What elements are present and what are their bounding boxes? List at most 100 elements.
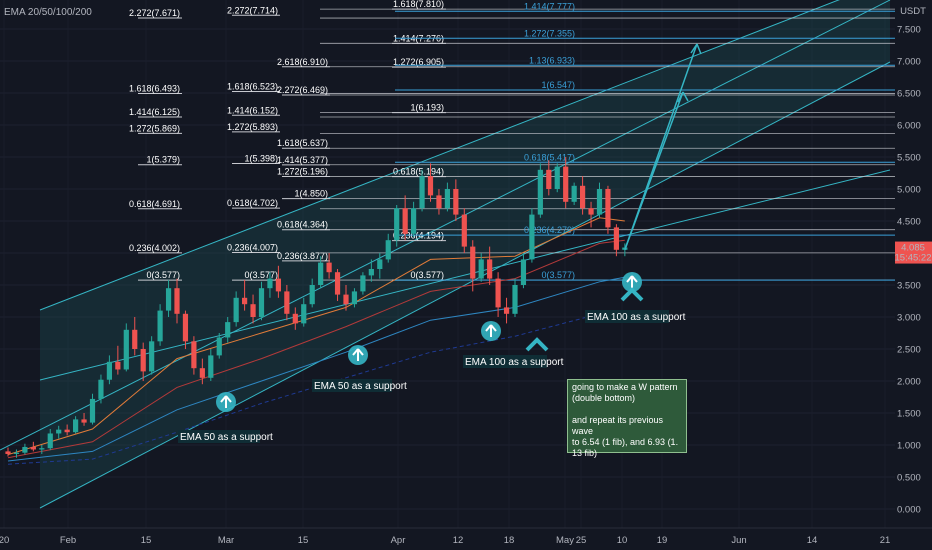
arrow-up-icon xyxy=(352,348,364,361)
x-axis-panel xyxy=(0,528,932,550)
candle-body xyxy=(563,166,569,202)
fib-level-label: 2.618(6.910) xyxy=(277,57,328,67)
fib-level-label: 1.272(6.905) xyxy=(393,57,444,67)
fib-level-label: 0.618(4.364) xyxy=(277,220,328,230)
fib-level-label: 0.236(4.002) xyxy=(129,243,180,253)
x-axis-tick: 15 xyxy=(141,535,152,546)
y-axis-tick: 2.500 xyxy=(897,345,921,356)
support-callout-label: EMA 100 as a support xyxy=(465,357,564,368)
fib-level-label: 1.618(7.810) xyxy=(393,0,444,9)
fib-level-label: 0(3.577) xyxy=(244,270,278,280)
fib-level-label: 1.414(6.125) xyxy=(129,107,180,117)
candle-body xyxy=(588,208,594,215)
fib-level-label: 1(6.193) xyxy=(410,103,444,113)
candle-body xyxy=(5,451,11,454)
candle-body xyxy=(613,227,619,250)
candle-body xyxy=(309,285,315,305)
fib-level-label: 1.618(6.523) xyxy=(227,82,278,92)
x-axis-tick: 10 xyxy=(617,535,628,546)
candle-body xyxy=(512,285,518,314)
x-axis-tick: 12 xyxy=(453,535,464,546)
candle-body xyxy=(98,379,104,399)
arrow-up-icon xyxy=(220,395,232,408)
x-axis-tick: 25 xyxy=(576,535,587,546)
candle-body xyxy=(427,176,434,196)
candle-body xyxy=(554,166,560,189)
y-axis-tick: 5.500 xyxy=(897,153,921,164)
fib-blue-label: 1.272(7.355) xyxy=(524,28,575,38)
projection-arrowhead-2 xyxy=(690,43,702,55)
price-badge-countdown: 15:45:22 xyxy=(895,253,932,264)
channel-fill xyxy=(40,0,890,508)
y-axis-unit: USDT xyxy=(900,6,926,17)
note-line-1: going to make a W pattern xyxy=(572,382,678,392)
channel-mid-line xyxy=(0,0,891,451)
candle-body xyxy=(13,452,20,454)
y-axis-tick: 2.000 xyxy=(897,377,921,388)
indicator-label: EMA 20/50/100/200 xyxy=(4,7,92,18)
fib-level-label: 1.414(6.152) xyxy=(227,105,278,115)
y-axis-tick: 7.000 xyxy=(897,57,921,68)
candle-body xyxy=(487,259,493,279)
candle-body xyxy=(56,429,62,434)
channel-lower-inner-line xyxy=(39,169,891,381)
fib-blue-label: 0.618(5.417) xyxy=(524,152,575,162)
candle-body xyxy=(419,176,425,209)
x-axis-tick: 21 xyxy=(880,535,891,546)
candle-body xyxy=(351,291,358,305)
candle-body xyxy=(377,259,383,269)
candle-body xyxy=(326,262,332,273)
fib-level-label: 0.618(5.194) xyxy=(393,167,444,177)
fib-level-label: 2.272(6.469) xyxy=(277,85,328,95)
support-callout-label: EMA 100 as a support xyxy=(587,312,686,323)
candle-body xyxy=(258,288,265,317)
candle-body xyxy=(571,185,577,202)
projection-arrowhead-1 xyxy=(677,91,689,103)
note-line-4: to 6.54 (1 fib), and 6.93 (1. xyxy=(572,437,679,447)
candle-body xyxy=(216,337,222,356)
y-axis-tick: 5.000 xyxy=(897,185,921,196)
projection-line-2 xyxy=(624,43,698,251)
y-axis-tick: 4.500 xyxy=(897,217,921,228)
fib-level-label: 0.236(3.877) xyxy=(277,251,328,261)
candle-body xyxy=(275,278,281,292)
candle-body xyxy=(284,291,290,314)
candle-body xyxy=(140,349,146,372)
candle-body xyxy=(30,446,36,450)
candle-body xyxy=(385,240,391,260)
note-line-3: and repeat its previous wave xyxy=(572,415,664,436)
candle-body xyxy=(199,368,205,378)
candle-body xyxy=(115,361,121,370)
y-axis-tick: 6.500 xyxy=(897,89,921,100)
candle-body xyxy=(191,341,197,369)
x-axis-tick: Apr xyxy=(391,535,406,546)
candle-body xyxy=(242,297,248,305)
candle-body xyxy=(165,288,172,311)
candle-body xyxy=(394,208,400,241)
candle-body xyxy=(174,288,180,314)
y-axis-tick: 3.000 xyxy=(897,313,921,324)
x-axis-tick: 14 xyxy=(807,535,818,546)
fib-level-label: 0.236(4.007) xyxy=(227,243,278,253)
support-callout-bg xyxy=(585,310,669,323)
arrow-up-icon xyxy=(626,275,638,288)
ema-line-2 xyxy=(7,239,625,459)
x-axis-tick: Feb xyxy=(60,535,76,546)
support-callout-bg xyxy=(178,430,260,443)
x-axis-tick: May xyxy=(556,535,574,546)
fib-level-label: 0(3.577) xyxy=(410,270,444,280)
ema-line-4 xyxy=(7,310,625,465)
candle-body xyxy=(64,429,70,433)
candle-body xyxy=(182,313,189,342)
candle-body xyxy=(225,322,231,338)
candle-body xyxy=(529,214,535,260)
candle-body xyxy=(537,169,543,215)
candle-body xyxy=(596,189,603,215)
fib-level-label: 2.272(7.671) xyxy=(129,8,180,18)
caret-up-icon xyxy=(620,287,644,302)
candle-body xyxy=(453,189,459,215)
channel-upper-line xyxy=(39,0,840,311)
support-callout-bg xyxy=(463,355,547,368)
y-axis-tick: 7.500 xyxy=(897,25,921,36)
